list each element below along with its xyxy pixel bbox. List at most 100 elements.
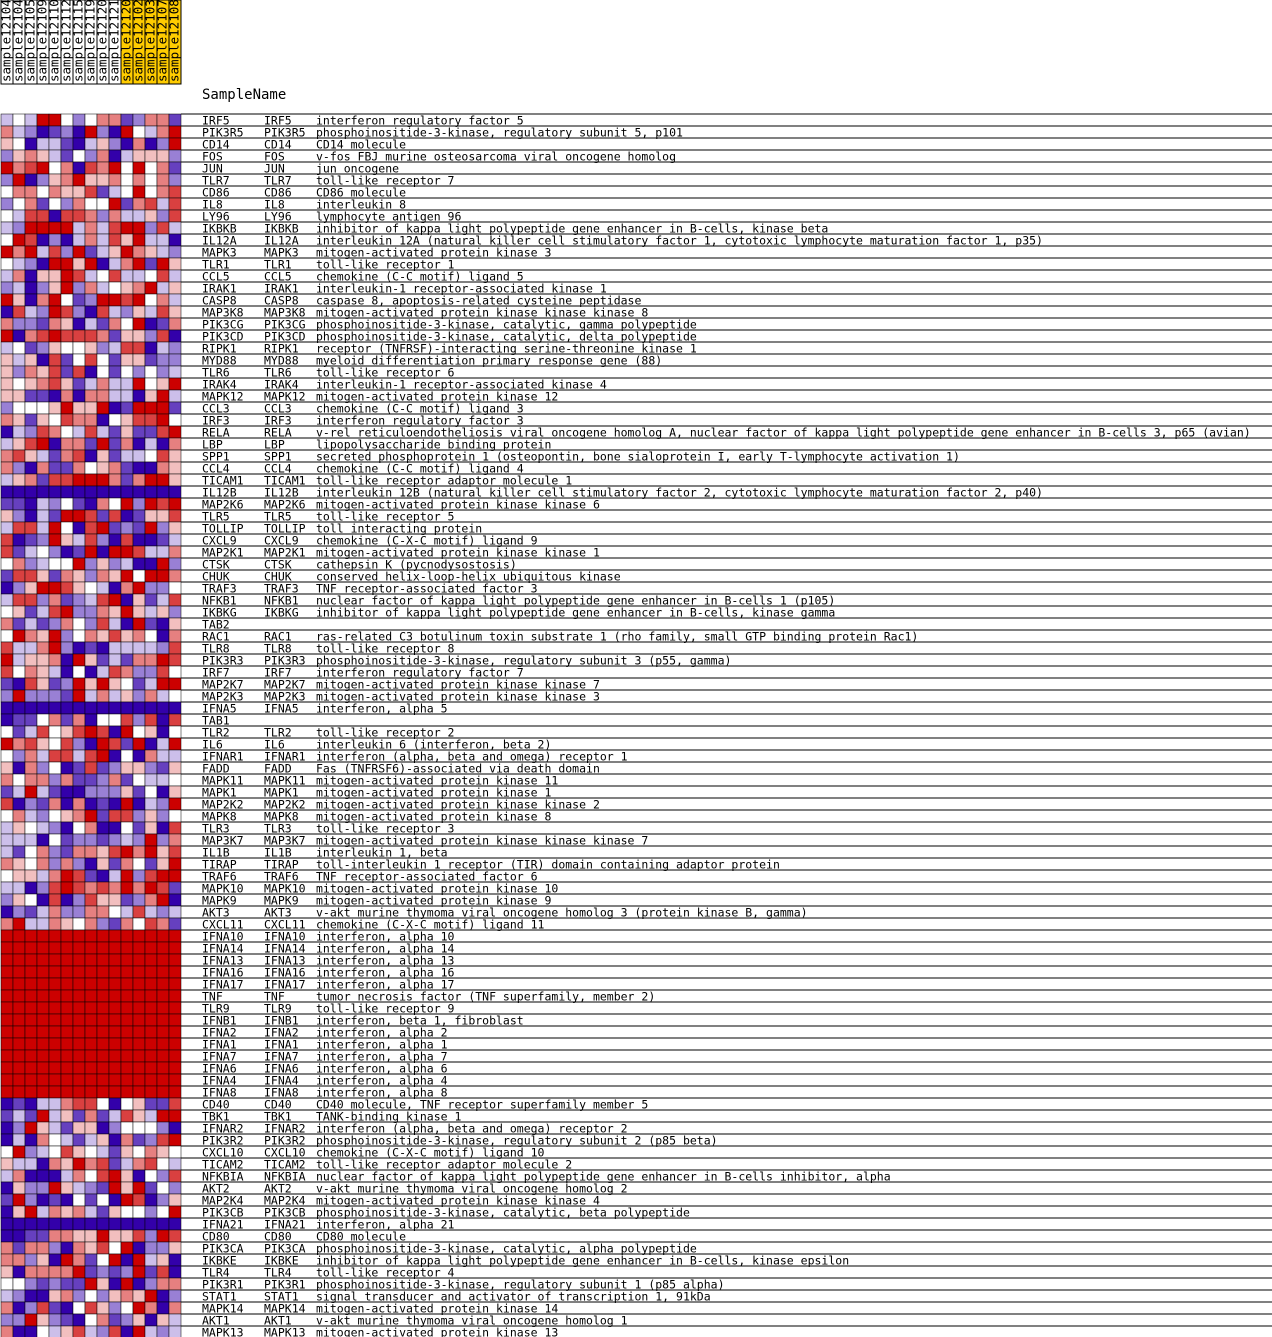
heatmap-cell	[96, 1217, 110, 1231]
gene-symbol-label: CXCL11	[264, 918, 306, 932]
heatmap-cell	[48, 1289, 62, 1303]
gene-symbol-label: TICAM1	[264, 474, 306, 488]
heatmap-cell	[48, 1301, 62, 1315]
heatmap-cell	[0, 857, 14, 871]
gene-symbol-label: IKBKG	[264, 606, 299, 620]
gene-description-label: v-rel reticuloendotheliosis viral oncoge…	[316, 426, 1251, 440]
heatmap-cell	[36, 1205, 50, 1219]
heatmap-cell	[156, 401, 170, 415]
heatmap-cell	[84, 629, 98, 643]
heatmap-cell	[120, 245, 134, 259]
sample-label: sample12109	[35, 0, 50, 82]
gene-symbol-label: CD14	[264, 138, 292, 152]
row-id-label: MAP2K3	[202, 690, 244, 704]
heatmap-cell	[48, 1253, 62, 1267]
heatmap-cell	[36, 1121, 50, 1135]
heatmap-cell	[84, 893, 98, 907]
heatmap-cell	[0, 1325, 14, 1337]
heatmap-cell	[168, 1133, 182, 1147]
heatmap-cell	[84, 701, 98, 715]
heatmap-cell	[108, 113, 122, 127]
heatmap-cell	[144, 917, 158, 931]
heatmap-cell	[36, 329, 50, 343]
gene-symbol-label: MAPK8	[264, 810, 299, 824]
heatmap-cell	[12, 689, 26, 703]
heatmap-cell	[168, 173, 182, 187]
row-id-label: PIK3R1	[202, 1278, 244, 1292]
gene-description-label: CD86 molecule	[316, 186, 406, 200]
heatmap-cell	[156, 581, 170, 595]
heatmap-cell	[156, 209, 170, 223]
gene-symbol-label: IFNA2	[264, 1026, 299, 1040]
heatmap-cell	[24, 1325, 38, 1337]
heatmap-cell	[96, 149, 110, 163]
heatmap-cell	[144, 977, 158, 991]
heatmap-cell	[60, 1289, 74, 1303]
heatmap-cell	[96, 317, 110, 331]
heatmap-cell	[132, 941, 146, 955]
heatmap-cell	[24, 281, 38, 295]
heatmap-cell	[156, 1229, 170, 1243]
heatmap-cell	[72, 317, 86, 331]
heatmap-cell	[156, 509, 170, 523]
heatmap-cell	[60, 569, 74, 583]
heatmap-cell	[60, 845, 74, 859]
heatmap-cell	[72, 413, 86, 427]
gene-symbol-label: IRAK1	[264, 282, 299, 296]
heatmap-cell	[12, 1289, 26, 1303]
heatmap-cell	[120, 1217, 134, 1231]
heatmap-cell	[156, 857, 170, 871]
heatmap-cell	[132, 749, 146, 763]
heatmap-cell	[48, 425, 62, 439]
heatmap-cell	[12, 401, 26, 415]
heatmap-cell	[120, 893, 134, 907]
gene-symbol-label: IFNA16	[264, 966, 306, 980]
heatmap-cell	[84, 845, 98, 859]
row-id-label: IFNA16	[202, 966, 244, 980]
heatmap-cell	[96, 185, 110, 199]
heatmap-cell	[24, 413, 38, 427]
heatmap-cell	[12, 173, 26, 187]
heatmap-cell	[60, 953, 74, 967]
heatmap-cell	[108, 893, 122, 907]
gene-symbol-label: IKBKE	[264, 1254, 299, 1268]
heatmap-cell	[24, 173, 38, 187]
heatmap-cell	[120, 653, 134, 667]
heatmap-cell	[36, 413, 50, 427]
heatmap-cell	[96, 1133, 110, 1147]
heatmap-cell	[168, 797, 182, 811]
gene-description-label: signal transducer and activator of trans…	[316, 1290, 711, 1304]
heatmap-cell	[48, 749, 62, 763]
heatmap-cell	[60, 1325, 74, 1337]
heatmap-cell	[0, 1277, 14, 1291]
heatmap-cell	[0, 1145, 14, 1159]
heatmap-cell	[36, 689, 50, 703]
heatmap-cell	[96, 725, 110, 739]
row-id-label: MAPK8	[202, 810, 237, 824]
gene-description-label: interferon, alpha 13	[316, 954, 455, 968]
heatmap-cell	[60, 521, 74, 535]
heatmap-cell	[168, 377, 182, 391]
heatmap-cell	[48, 1181, 62, 1195]
heatmap-cell	[84, 617, 98, 631]
row-id-label: RELA	[202, 426, 230, 440]
heatmap-cell	[48, 461, 62, 475]
heatmap-cell	[132, 629, 146, 643]
heatmap-cell	[48, 977, 62, 991]
heatmap-cell	[96, 593, 110, 607]
heatmap-cell	[84, 473, 98, 487]
heatmap-cell	[72, 125, 86, 139]
heatmap-cell	[168, 1073, 182, 1087]
heatmap-cell	[144, 1097, 158, 1111]
heatmap-cell	[84, 569, 98, 583]
heatmap-cell	[156, 701, 170, 715]
gene-symbol-label: TRAF3	[264, 582, 299, 596]
heatmap-cell	[84, 1193, 98, 1207]
heatmap-cell	[156, 521, 170, 535]
heatmap-cell	[84, 941, 98, 955]
heatmap-cell	[132, 353, 146, 367]
heatmap-cell	[144, 1205, 158, 1219]
heatmap-cell	[168, 461, 182, 475]
heatmap-cell	[120, 845, 134, 859]
heatmap-cell	[108, 593, 122, 607]
